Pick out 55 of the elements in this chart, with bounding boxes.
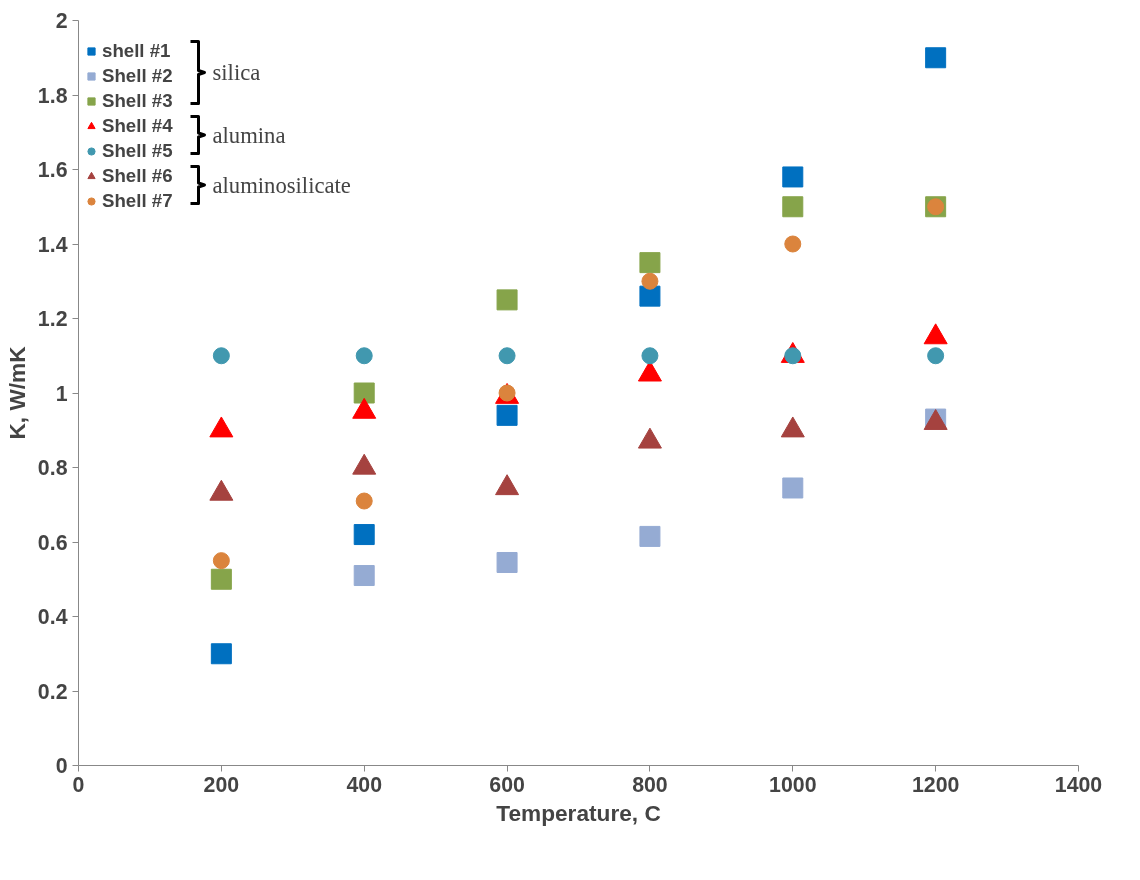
annotation: alumina bbox=[212, 122, 286, 148]
point bbox=[782, 477, 804, 499]
point bbox=[639, 252, 661, 274]
point bbox=[355, 492, 373, 510]
point bbox=[496, 289, 518, 311]
point bbox=[353, 382, 375, 404]
y-axis-title: K, W/mK bbox=[3, 345, 30, 440]
point bbox=[641, 347, 659, 365]
point bbox=[925, 47, 947, 69]
y-tick-label: 0.2 bbox=[37, 679, 68, 704]
x-tick-label: 0 bbox=[72, 772, 85, 797]
y-tick-label: 2 bbox=[55, 9, 68, 33]
legend-label: Shell #6 bbox=[102, 165, 173, 187]
legend-label: shell #1 bbox=[102, 40, 171, 62]
x-axis-title: Temperature, C bbox=[496, 799, 661, 826]
point bbox=[927, 347, 945, 365]
point bbox=[496, 551, 518, 573]
y-tick-label: 1.2 bbox=[37, 307, 68, 331]
x-tick-label: 400 bbox=[346, 772, 383, 797]
x-tick-label: 200 bbox=[203, 772, 240, 797]
point bbox=[355, 347, 373, 365]
point bbox=[784, 235, 802, 253]
y-tick-label: 1.8 bbox=[37, 83, 68, 108]
point bbox=[782, 166, 804, 188]
y-tick-label: 0 bbox=[55, 754, 68, 778]
y-tick-label: 1.4 bbox=[37, 232, 68, 257]
point bbox=[641, 272, 659, 290]
x-tick-label: 800 bbox=[632, 772, 668, 797]
point bbox=[210, 643, 232, 665]
y-tick-label: 1.6 bbox=[37, 158, 68, 182]
point bbox=[353, 565, 375, 587]
y-tick-label: 0.8 bbox=[37, 456, 68, 480]
x-tick-label: 600 bbox=[489, 772, 525, 797]
annotation: silica bbox=[212, 60, 261, 85]
point bbox=[212, 552, 230, 570]
legend-label: Shell #7 bbox=[102, 190, 173, 212]
x-tick-label: 1400 bbox=[1054, 772, 1103, 797]
point bbox=[498, 347, 516, 365]
point bbox=[496, 404, 518, 426]
point bbox=[212, 347, 230, 365]
legend-label: Shell #3 bbox=[102, 90, 173, 112]
point bbox=[353, 524, 375, 546]
x-tick-label: 1000 bbox=[769, 772, 817, 797]
legend-label: Shell #4 bbox=[102, 115, 173, 137]
legend-label: Shell #5 bbox=[102, 140, 173, 162]
x-tick-label: 1200 bbox=[911, 772, 960, 797]
y-tick-label: 0.4 bbox=[37, 605, 68, 629]
point bbox=[639, 285, 661, 307]
annotation: aluminosilicate bbox=[212, 172, 351, 198]
point bbox=[210, 568, 232, 590]
legend-label: Shell #2 bbox=[102, 65, 173, 87]
point bbox=[639, 525, 661, 547]
point bbox=[782, 196, 804, 218]
y-tick-label: 1 bbox=[55, 381, 68, 406]
y-tick-label: 0.6 bbox=[37, 530, 68, 555]
